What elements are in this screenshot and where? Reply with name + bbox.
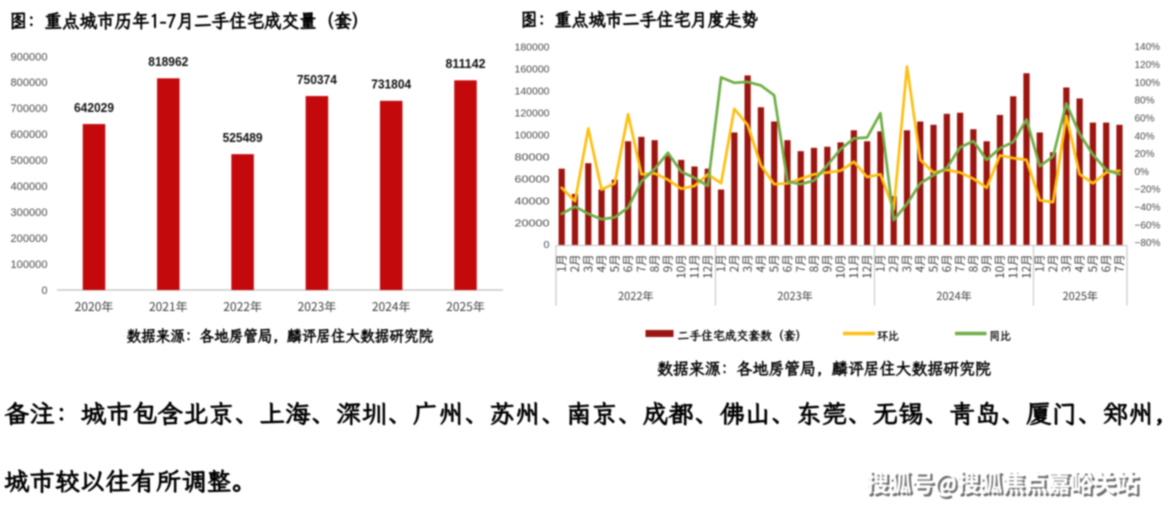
svg-text:0: 0 xyxy=(544,239,550,251)
svg-text:40%: 40% xyxy=(1135,131,1155,142)
svg-text:−60%: −60% xyxy=(1135,220,1161,231)
svg-text:200000: 200000 xyxy=(11,233,48,245)
svg-text:100000: 100000 xyxy=(11,259,48,271)
svg-text:500000: 500000 xyxy=(11,155,48,167)
svg-text:140%: 140% xyxy=(1135,42,1161,53)
svg-text:0%: 0% xyxy=(1135,167,1150,178)
svg-text:60000: 60000 xyxy=(515,173,550,185)
svg-text:80000: 80000 xyxy=(515,151,550,163)
svg-text:20%: 20% xyxy=(1135,149,1155,160)
svg-text:300000: 300000 xyxy=(11,207,48,219)
svg-text:900000: 900000 xyxy=(11,51,48,63)
svg-text:120000: 120000 xyxy=(515,108,550,120)
svg-text:818962: 818962 xyxy=(148,55,188,69)
svg-text:811142: 811142 xyxy=(446,57,486,71)
svg-text:0: 0 xyxy=(42,285,48,297)
svg-text:−40%: −40% xyxy=(1135,203,1161,214)
svg-text:800000: 800000 xyxy=(11,77,48,89)
svg-text:642029: 642029 xyxy=(74,101,114,115)
svg-text:100000: 100000 xyxy=(515,130,550,142)
svg-text:−20%: −20% xyxy=(1135,185,1161,196)
svg-text:750374: 750374 xyxy=(297,73,337,87)
svg-text:600000: 600000 xyxy=(11,129,48,141)
svg-text:120%: 120% xyxy=(1135,60,1161,71)
svg-text:80%: 80% xyxy=(1135,96,1155,107)
svg-text:60%: 60% xyxy=(1135,114,1155,125)
svg-text:100%: 100% xyxy=(1135,78,1161,89)
svg-text:731804: 731804 xyxy=(371,78,411,92)
svg-text:140000: 140000 xyxy=(515,86,550,98)
svg-text:180000: 180000 xyxy=(515,42,550,54)
svg-text:20000: 20000 xyxy=(515,217,550,229)
svg-text:700000: 700000 xyxy=(11,103,48,115)
svg-text:40000: 40000 xyxy=(515,195,550,207)
svg-text:−80%: −80% xyxy=(1135,238,1161,249)
svg-text:525489: 525489 xyxy=(223,131,263,145)
svg-text:400000: 400000 xyxy=(11,181,48,193)
svg-text:160000: 160000 xyxy=(515,64,550,76)
